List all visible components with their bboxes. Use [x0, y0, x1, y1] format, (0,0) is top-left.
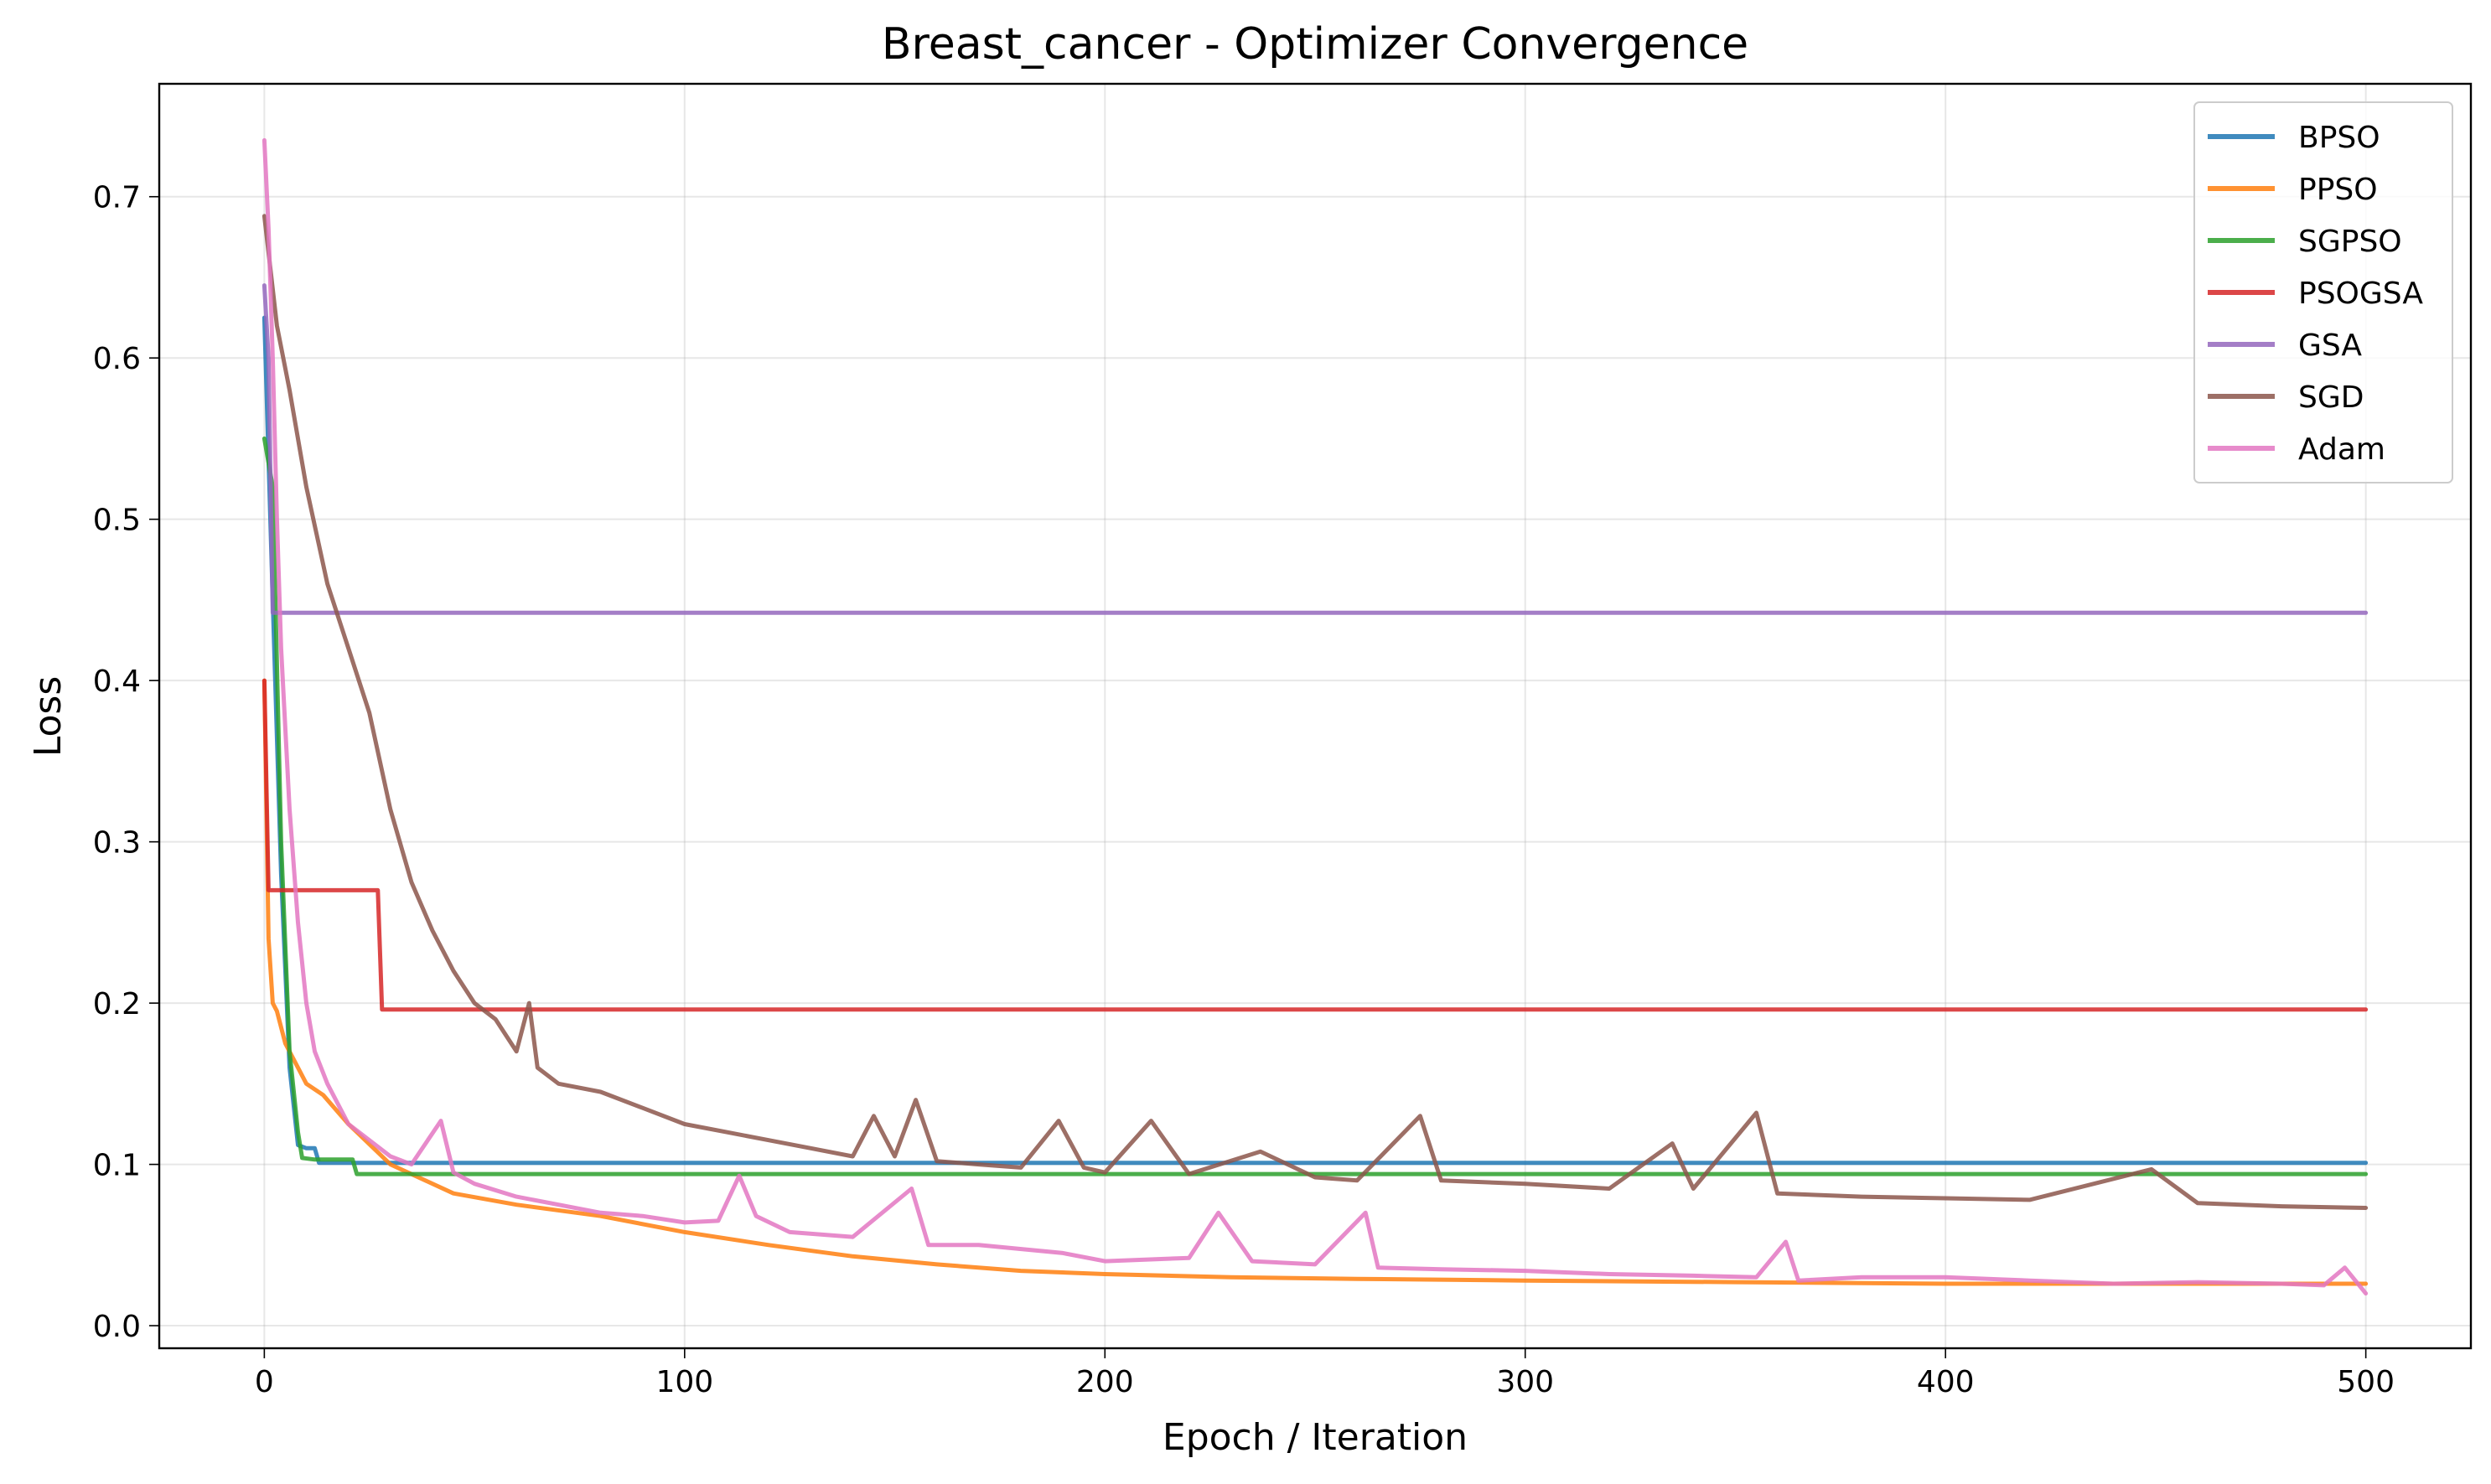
series-line-gsa: [262, 283, 2369, 615]
legend-label-ppso: PPSO: [2298, 173, 2378, 207]
legend-label-adam: Adam: [2298, 432, 2385, 467]
y-tick-label: 0.1: [93, 1149, 141, 1183]
x-tick-label: 100: [655, 1365, 713, 1399]
series-line-adam: [262, 137, 2369, 1296]
x-tick-label: 200: [1076, 1365, 1134, 1399]
legend-label-bpso: BPSO: [2298, 121, 2380, 155]
y-tick-label: 0.2: [93, 987, 141, 1021]
series-line-ppso: [262, 678, 2369, 1286]
x-tick-label: 400: [1917, 1365, 1975, 1399]
x-tick-label: 0: [255, 1365, 274, 1399]
y-tick-label: 0.5: [93, 504, 141, 538]
plot-frame: [158, 82, 2473, 1350]
plot-lines: [262, 137, 2369, 1296]
series-line-sgd: [262, 214, 2369, 1210]
legend-label-gsa: GSA: [2298, 328, 2362, 363]
y-tick-label: 0.3: [93, 826, 141, 861]
y-tick-label: 0.7: [93, 181, 141, 215]
y-tick-label: 0.0: [93, 1310, 141, 1344]
legend: BPSO PPSO SGPSO PSOGSA GSA SGD Adam: [2193, 101, 2453, 483]
x-tick-label: 300: [1496, 1365, 1554, 1399]
series-line-sgpso: [262, 436, 2369, 1176]
y-tick-label: 0.6: [93, 342, 141, 376]
legend-label-sgd: SGD: [2298, 380, 2364, 415]
chart-title: Breast_cancer - Optimizer Convergence: [882, 19, 1748, 70]
series-line-psogsa: [262, 678, 2369, 1012]
x-axis-label: Epoch / Iteration: [1163, 1416, 1468, 1459]
legend-label-sgpso: SGPSO: [2298, 225, 2402, 259]
y-tick-label: 0.4: [93, 664, 141, 699]
legend-box: [2193, 101, 2453, 483]
ticks: 0 100 200 300 400 500 0.0 0.1 0.2 0.3 0.4 0.5 0.6 0.7: [93, 181, 2395, 1399]
legend-label-psogsa: PSOGSA: [2298, 277, 2423, 311]
y-axis-label: Loss: [27, 676, 70, 758]
x-tick-label: 500: [2337, 1365, 2395, 1399]
